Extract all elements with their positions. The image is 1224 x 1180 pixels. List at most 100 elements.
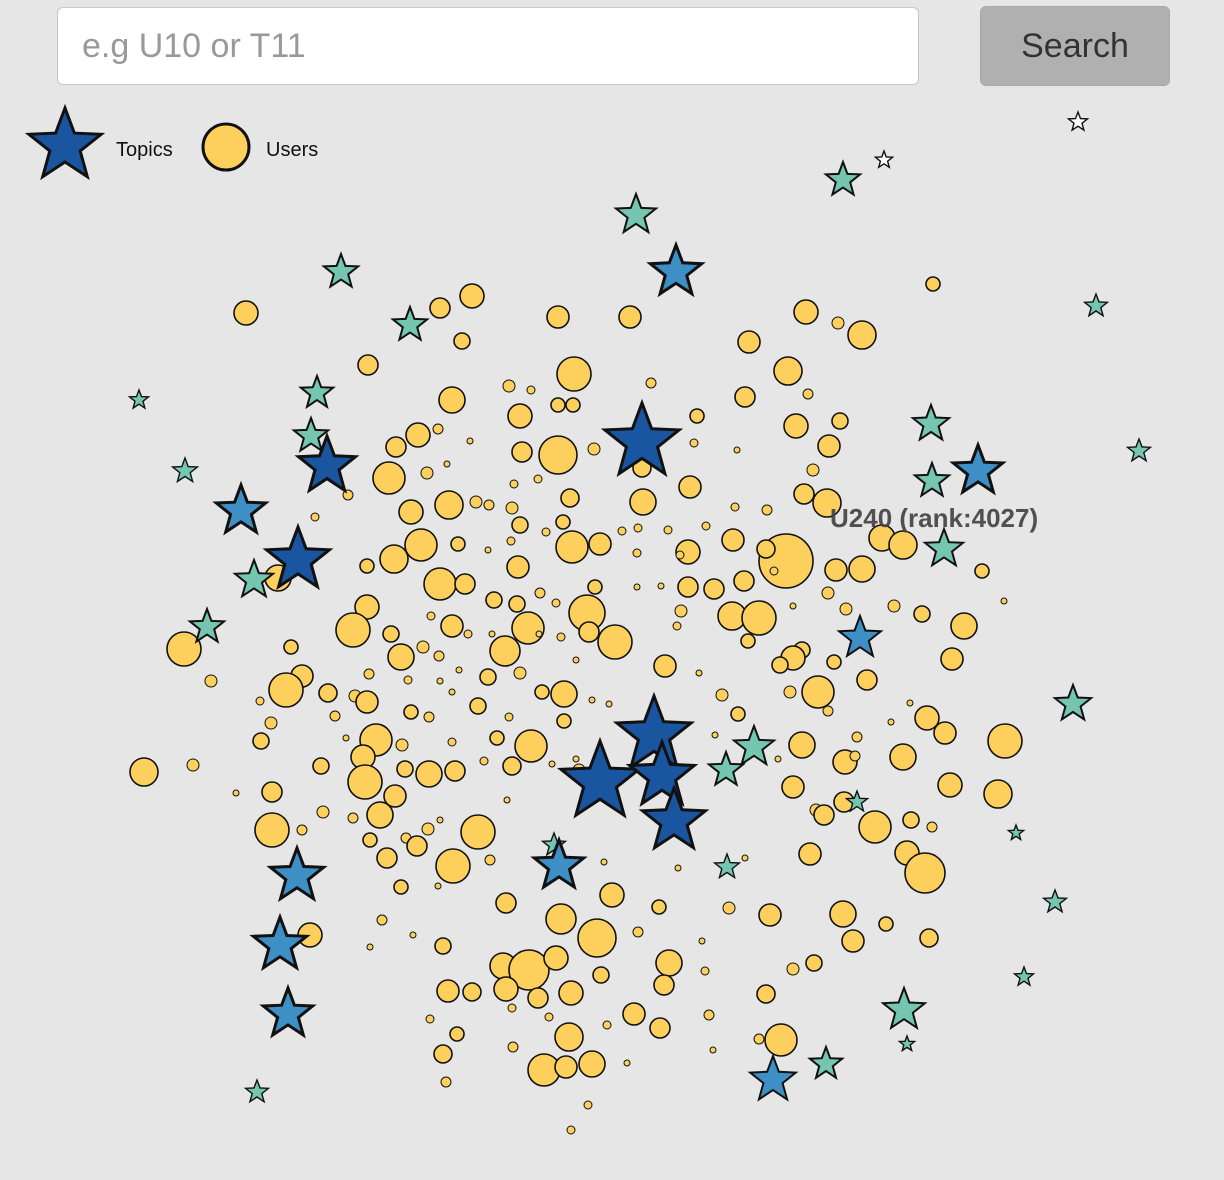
user-node[interactable] — [672, 621, 682, 631]
user-node[interactable] — [436, 816, 444, 824]
user-node[interactable] — [756, 984, 776, 1004]
user-node[interactable] — [786, 962, 800, 976]
user-node[interactable] — [841, 929, 865, 953]
user-node[interactable] — [453, 332, 471, 350]
user-node[interactable] — [318, 683, 338, 703]
user-node[interactable] — [438, 386, 466, 414]
user-node[interactable] — [753, 1033, 765, 1045]
user-node[interactable] — [312, 757, 330, 775]
user-node[interactable] — [432, 423, 444, 435]
user-node[interactable] — [232, 789, 240, 797]
topic-node-star-icon[interactable] — [613, 191, 659, 235]
user-node[interactable] — [623, 1059, 631, 1067]
user-node[interactable] — [362, 832, 378, 848]
user-node[interactable] — [493, 976, 519, 1002]
user-node[interactable] — [556, 356, 592, 392]
topic-node-star-icon[interactable] — [1125, 437, 1153, 463]
user-node[interactable] — [633, 523, 643, 533]
user-node[interactable] — [812, 488, 842, 518]
topic-node-star-icon[interactable] — [291, 415, 331, 453]
user-node[interactable] — [677, 576, 699, 598]
user-node[interactable] — [403, 675, 413, 685]
topic-node-star-icon[interactable] — [807, 1044, 845, 1081]
user-node[interactable] — [435, 848, 471, 884]
user-node[interactable] — [632, 926, 644, 938]
user-node[interactable] — [393, 879, 409, 895]
topic-node-star-icon[interactable] — [556, 736, 644, 819]
user-node[interactable] — [429, 297, 451, 319]
user-node[interactable] — [597, 624, 633, 660]
user-node[interactable] — [806, 463, 820, 477]
user-node[interactable] — [383, 784, 407, 808]
topic-node-star-icon[interactable] — [187, 606, 227, 644]
user-node[interactable] — [534, 684, 550, 700]
user-node[interactable] — [409, 931, 417, 939]
user-node[interactable] — [1000, 597, 1008, 605]
user-node[interactable] — [469, 495, 483, 509]
topic-node-star-icon[interactable] — [638, 783, 710, 852]
user-node[interactable] — [887, 599, 901, 613]
user-node[interactable] — [801, 675, 835, 709]
topic-node-star-icon[interactable] — [836, 613, 884, 659]
user-node[interactable] — [733, 446, 741, 454]
user-node[interactable] — [773, 356, 803, 386]
user-node[interactable] — [404, 528, 438, 562]
user-node[interactable] — [372, 461, 406, 495]
user-node[interactable] — [711, 731, 719, 739]
user-node[interactable] — [774, 755, 782, 763]
user-node[interactable] — [599, 882, 625, 908]
user-node[interactable] — [771, 656, 789, 674]
user-node[interactable] — [166, 631, 202, 667]
user-node[interactable] — [233, 300, 259, 326]
user-node[interactable] — [805, 954, 823, 972]
user-node[interactable] — [655, 949, 683, 977]
user-node[interactable] — [335, 612, 371, 648]
user-node[interactable] — [715, 688, 729, 702]
topic-node-star-icon[interactable] — [712, 851, 742, 880]
user-node[interactable] — [252, 732, 270, 750]
user-node[interactable] — [554, 1022, 584, 1052]
user-node[interactable] — [937, 772, 963, 798]
user-node[interactable] — [839, 602, 853, 616]
topic-node-star-icon[interactable] — [1012, 965, 1036, 987]
user-node[interactable] — [577, 918, 617, 958]
user-node[interactable] — [544, 1012, 554, 1022]
user-node[interactable] — [416, 640, 430, 654]
topic-node-star-icon[interactable] — [127, 388, 151, 410]
user-node[interactable] — [527, 987, 549, 1009]
user-node[interactable] — [653, 654, 677, 678]
user-node[interactable] — [466, 437, 474, 445]
user-node[interactable] — [798, 842, 822, 866]
user-node[interactable] — [454, 573, 476, 595]
user-node[interactable] — [436, 979, 460, 1003]
user-node[interactable] — [460, 814, 496, 850]
user-node[interactable] — [565, 397, 581, 413]
user-node[interactable] — [376, 914, 388, 926]
topic-node-star-icon[interactable] — [912, 460, 952, 498]
user-node[interactable] — [831, 412, 849, 430]
user-node[interactable] — [781, 775, 805, 799]
user-node[interactable] — [502, 756, 522, 776]
user-node[interactable] — [764, 1023, 798, 1057]
topic-node-star-icon[interactable] — [249, 912, 311, 972]
topic-node-star-icon[interactable] — [1082, 292, 1110, 318]
user-node[interactable] — [448, 688, 456, 696]
user-node[interactable] — [488, 630, 496, 638]
user-node[interactable] — [622, 1002, 646, 1026]
user-node[interactable] — [629, 488, 657, 516]
user-node[interactable] — [426, 611, 436, 621]
user-node[interactable] — [651, 899, 667, 915]
user-node[interactable] — [509, 479, 519, 489]
user-node[interactable] — [382, 625, 400, 643]
user-node[interactable] — [357, 354, 379, 376]
user-node[interactable] — [769, 566, 779, 576]
user-node[interactable] — [504, 712, 514, 722]
user-node[interactable] — [847, 320, 877, 350]
user-node[interactable] — [395, 738, 409, 752]
user-node[interactable] — [462, 982, 482, 1002]
user-node[interactable] — [507, 1041, 519, 1053]
user-node[interactable] — [560, 488, 580, 508]
user-node[interactable] — [533, 474, 543, 484]
user-node[interactable] — [587, 579, 603, 595]
